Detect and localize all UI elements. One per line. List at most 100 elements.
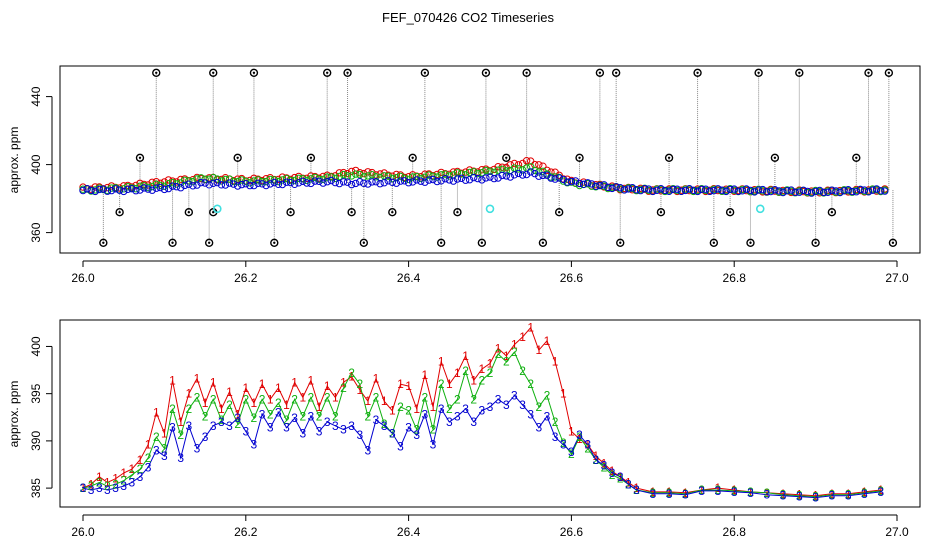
series-3-label-point: 3 — [153, 443, 160, 457]
series-3-point — [881, 187, 889, 195]
series-3-point — [132, 187, 140, 195]
series-3-point — [746, 186, 755, 195]
outlier-low-point — [168, 238, 177, 248]
series-3-label-point: 3 — [242, 424, 249, 438]
series-3-label-point: 3 — [470, 415, 477, 429]
panel-1-x-tick-label: 26.8 — [723, 271, 747, 285]
series-3-point — [807, 189, 816, 197]
series-2-point — [551, 173, 559, 181]
series-3-point — [571, 177, 580, 185]
series-1-point — [172, 178, 181, 186]
panel-1-x-tick-label: 26.4 — [397, 271, 421, 285]
series-3-point — [677, 187, 685, 196]
series-2-point — [221, 175, 230, 184]
outlier-mid-low-point — [184, 207, 194, 217]
series-2-point — [177, 179, 185, 187]
series-2-point — [254, 176, 262, 184]
series-3-label-point: 3 — [552, 430, 559, 444]
series-3-point — [299, 177, 307, 186]
series-3-point — [384, 177, 392, 185]
outlier-low-point — [477, 238, 487, 248]
outlier-mid-low-point-center — [456, 211, 459, 214]
series-2-label-point: 2 — [812, 490, 819, 504]
outlier-mid-low-point — [388, 207, 397, 217]
series-3-point — [429, 175, 437, 184]
series-3-label-point: 3 — [291, 411, 298, 425]
outlier-mid-high-point-center — [667, 156, 671, 159]
outlier-mid-high-point-center — [236, 156, 239, 159]
series-3-point — [872, 185, 881, 193]
series-2-label-point: 2 — [495, 347, 502, 361]
outlier-high-point-center — [696, 71, 699, 75]
panel-1-x-tick-label: 26.6 — [560, 271, 584, 285]
series-1-label-point: 1 — [422, 368, 429, 382]
series-1-label-point: 1 — [446, 377, 453, 391]
series-1-label-point: 1 — [503, 349, 510, 363]
series-3-label-point: 3 — [194, 441, 201, 455]
series-1-label-point: 1 — [495, 341, 502, 355]
series-2-label-point: 2 — [698, 483, 705, 497]
outlier-high-point — [323, 68, 332, 78]
panel-2-y-tick-label: 385 — [29, 478, 43, 498]
series-2-point — [270, 176, 278, 184]
series-3-point — [270, 178, 278, 187]
series-2-point — [229, 177, 238, 186]
series-3-label-point: 3 — [422, 407, 429, 421]
outlier-low-point-center — [171, 241, 174, 244]
series-3-label-point: 3 — [829, 489, 836, 503]
series-1-label-point: 1 — [845, 487, 852, 501]
series-1-label-point: 1 — [592, 449, 599, 463]
panel-1-plot-area — [59, 65, 921, 254]
series-3-label-point: 3 — [625, 477, 632, 491]
series-1-point — [543, 166, 551, 175]
series-3-label-point: 3 — [340, 423, 347, 437]
series-3-point — [91, 187, 99, 196]
series-2-point — [514, 165, 523, 173]
series-2-point — [494, 166, 502, 174]
outlier-high-point — [420, 68, 430, 78]
series-3-label-point: 3 — [202, 430, 209, 444]
series-3-label-point: 3 — [283, 421, 290, 435]
series-3-point — [421, 178, 429, 186]
series-3-label-point: 3 — [348, 419, 355, 433]
panel-2-timeseries-series-labels: approx. ppm 26.0 26.2 26.4 26.6 26.8 27.0 385 3… — [7, 319, 921, 539]
series-3-point — [759, 185, 767, 194]
series-3-point — [592, 182, 600, 191]
series-3-point — [343, 178, 352, 186]
series-2-label-point: 2 — [308, 390, 315, 404]
series-3-point — [734, 187, 742, 196]
series-3-label-point: 3 — [649, 487, 656, 501]
series-2-point — [164, 180, 173, 188]
series-3-label-point: 3 — [592, 453, 599, 467]
series-3-label-point: 3 — [145, 460, 152, 474]
series-2-point — [136, 182, 144, 191]
series-3-point — [714, 185, 722, 193]
outlier-low-point-center — [814, 241, 817, 244]
series-3-label-point: 3 — [454, 409, 461, 423]
outlier-mid-high-point-center — [578, 156, 581, 159]
series-3-point — [868, 186, 877, 194]
series-3-point — [750, 188, 759, 196]
series-2-point — [148, 182, 156, 191]
outlier-mid-low-point — [827, 207, 837, 217]
series-3-label-point: 3 — [877, 485, 884, 499]
series-1-label-point: 1 — [747, 485, 754, 499]
series-3-label-point: 3 — [698, 484, 705, 498]
series-1-label-point: 1 — [796, 488, 803, 502]
series-2-point — [339, 170, 348, 179]
outlier-high-point — [611, 68, 621, 78]
series-3-point — [657, 185, 665, 193]
series-3-label-point: 3 — [487, 400, 494, 414]
series-3-point — [864, 188, 873, 196]
series-2-point — [425, 171, 433, 179]
series-1-label-point: 1 — [812, 489, 819, 503]
outlier-mid-high-point — [408, 153, 417, 163]
series-3-point — [816, 186, 824, 195]
series-3-point — [702, 185, 710, 193]
series-3-point — [763, 188, 771, 196]
series-2-point — [384, 172, 392, 180]
series-2-point — [388, 174, 396, 183]
outlier-low-point-center — [619, 241, 622, 244]
series-3-point — [103, 187, 112, 195]
series-3-label-point: 3 — [568, 445, 575, 459]
